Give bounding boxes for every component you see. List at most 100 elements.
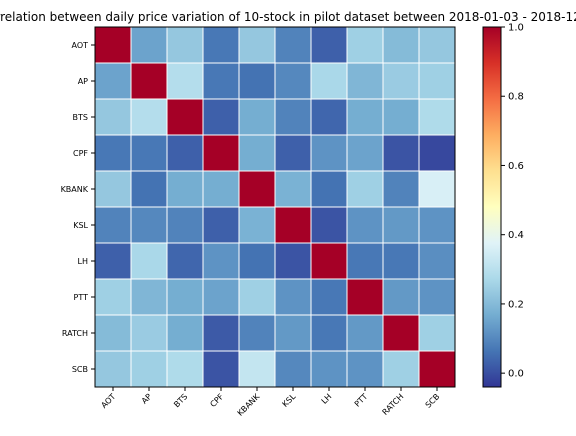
heatmap-cell-aot-aot	[94, 26, 132, 64]
heatmap-cell-scb-scb	[418, 350, 456, 388]
heatmap-cell-cpf-aot	[94, 134, 132, 172]
x-tick-label: PTT	[353, 392, 370, 409]
heatmap-cell-ap-lh	[310, 62, 348, 100]
heatmap-cell-scb-ap	[130, 350, 168, 388]
heatmap-cell-kbank-ap	[130, 170, 168, 208]
heatmap-cell-lh-aot	[94, 242, 132, 280]
heatmap-cell-bts-lh	[310, 98, 348, 136]
colorbar-tick-label: 0.2	[508, 299, 524, 310]
heatmap-cell-lh-bts	[166, 242, 204, 280]
heatmap-cell-cpf-scb	[418, 134, 456, 172]
y-tick-label: LH	[78, 257, 88, 266]
heatmap-cell-ratch-bts	[166, 314, 204, 352]
y-tick-label: PTT	[74, 293, 89, 302]
heatmap-cell-kbank-ksl	[274, 170, 312, 208]
heatmap-cell-ksl-aot	[94, 206, 132, 244]
heatmap-cell-kbank-aot	[94, 170, 132, 208]
y-tick-label: BTS	[73, 113, 88, 122]
heatmap-cell-ksl-kbank	[238, 206, 276, 244]
heatmap-cell-cpf-cpf	[202, 134, 240, 172]
x-tick-label: CPF	[208, 392, 225, 409]
heatmap-cell-ksl-cpf	[202, 206, 240, 244]
heatmap-cell-lh-ratch	[382, 242, 420, 280]
heatmap-cell-ptt-scb	[418, 278, 456, 316]
x-tick-label: KSL	[281, 392, 298, 409]
x-tick-label: AOT	[99, 392, 117, 410]
heatmap-cell-ap-cpf	[202, 62, 240, 100]
x-axis-ticks: AOT AP BTS CPF KBANK KSL LH PTT RATCH SCB	[99, 387, 441, 418]
y-tick-label: RATCH	[62, 329, 88, 338]
heatmap-cell-ptt-ksl	[274, 278, 312, 316]
y-tick-label: AP	[78, 77, 88, 86]
heatmap-cell-cpf-ap	[130, 134, 168, 172]
heatmap-cell-kbank-lh	[310, 170, 348, 208]
heatmap-cell-ap-ksl	[274, 62, 312, 100]
heatmap-cell-ptt-bts	[166, 278, 204, 316]
colorbar-tick-label: 1.0	[508, 23, 524, 34]
heatmap-cell-cpf-lh	[310, 134, 348, 172]
heatmap-cell-ratch-ap	[130, 314, 168, 352]
heatmap-cells	[94, 26, 456, 388]
heatmap-cell-cpf-bts	[166, 134, 204, 172]
heatmap-cell-ap-bts	[166, 62, 204, 100]
heatmap-cell-bts-aot	[94, 98, 132, 136]
heatmap-cell-scb-ptt	[346, 350, 384, 388]
heatmap-cell-scb-cpf	[202, 350, 240, 388]
colorbar-gradient	[482, 26, 502, 388]
colorbar-tick-label: 0.6	[508, 161, 524, 172]
heatmap-cell-ratch-ratch	[382, 314, 420, 352]
heatmap-cell-aot-ap	[130, 26, 168, 64]
x-tick-label: LH	[320, 392, 334, 406]
heatmap-cell-cpf-ratch	[382, 134, 420, 172]
heatmap-cell-kbank-cpf	[202, 170, 240, 208]
heatmap-cell-aot-scb	[418, 26, 456, 64]
heatmap-cell-kbank-bts	[166, 170, 204, 208]
heatmap-cell-aot-cpf	[202, 26, 240, 64]
chart-title: Correlation between daily price variatio…	[0, 10, 576, 24]
heatmap-cell-ap-scb	[418, 62, 456, 100]
heatmap-cell-ap-kbank	[238, 62, 276, 100]
heatmap-cell-ksl-ratch	[382, 206, 420, 244]
heatmap-cell-ksl-lh	[310, 206, 348, 244]
colorbar-tick-label: 0.4	[508, 230, 524, 241]
heatmap-cell-aot-lh	[310, 26, 348, 64]
heatmap-cell-ptt-kbank	[238, 278, 276, 316]
heatmap-cell-aot-bts	[166, 26, 204, 64]
heatmap-cell-ap-ratch	[382, 62, 420, 100]
heatmap-cell-bts-bts	[166, 98, 204, 136]
heatmap-cell-scb-aot	[94, 350, 132, 388]
heatmap-cell-kbank-kbank	[238, 170, 276, 208]
colorbar: 0.0 0.2 0.4 0.6 0.8 1.0	[482, 23, 524, 388]
heatmap-cell-ratch-cpf	[202, 314, 240, 352]
heatmap-cell-lh-ksl	[274, 242, 312, 280]
heatmap-cell-ptt-ratch	[382, 278, 420, 316]
heatmap-cell-ksl-scb	[418, 206, 456, 244]
heatmap-cell-ap-aot	[94, 62, 132, 100]
heatmap-cell-bts-ptt	[346, 98, 384, 136]
heatmap-cell-scb-bts	[166, 350, 204, 388]
heatmap-cell-aot-kbank	[238, 26, 276, 64]
heatmap-cell-lh-lh	[310, 242, 348, 280]
heatmap-cell-ptt-aot	[94, 278, 132, 316]
y-axis-ticks: AOT AP BTS CPF KBANK KSL LH PTT RATCH SCB	[61, 41, 95, 374]
heatmap-cell-ratch-lh	[310, 314, 348, 352]
heatmap-cell-bts-scb	[418, 98, 456, 136]
heatmap-cell-bts-cpf	[202, 98, 240, 136]
heatmap-cell-cpf-ptt	[346, 134, 384, 172]
y-tick-label: KBANK	[61, 185, 89, 194]
heatmap-cell-ap-ptt	[346, 62, 384, 100]
heatmap-cell-ptt-ptt	[346, 278, 384, 316]
heatmap-cell-ksl-ap	[130, 206, 168, 244]
heatmap-cell-bts-ap	[130, 98, 168, 136]
heatmap-cell-aot-ptt	[346, 26, 384, 64]
heatmap-cell-aot-ratch	[382, 26, 420, 64]
heatmap-cell-lh-ptt	[346, 242, 384, 280]
x-tick-label: AP	[140, 392, 154, 406]
heatmap-cell-ksl-ksl	[274, 206, 312, 244]
x-tick-label: RATCH	[381, 392, 406, 417]
y-tick-label: CPF	[73, 149, 88, 158]
heatmap-cell-kbank-scb	[418, 170, 456, 208]
heatmap-cell-scb-ratch	[382, 350, 420, 388]
x-tick-label: KBANK	[236, 392, 262, 418]
